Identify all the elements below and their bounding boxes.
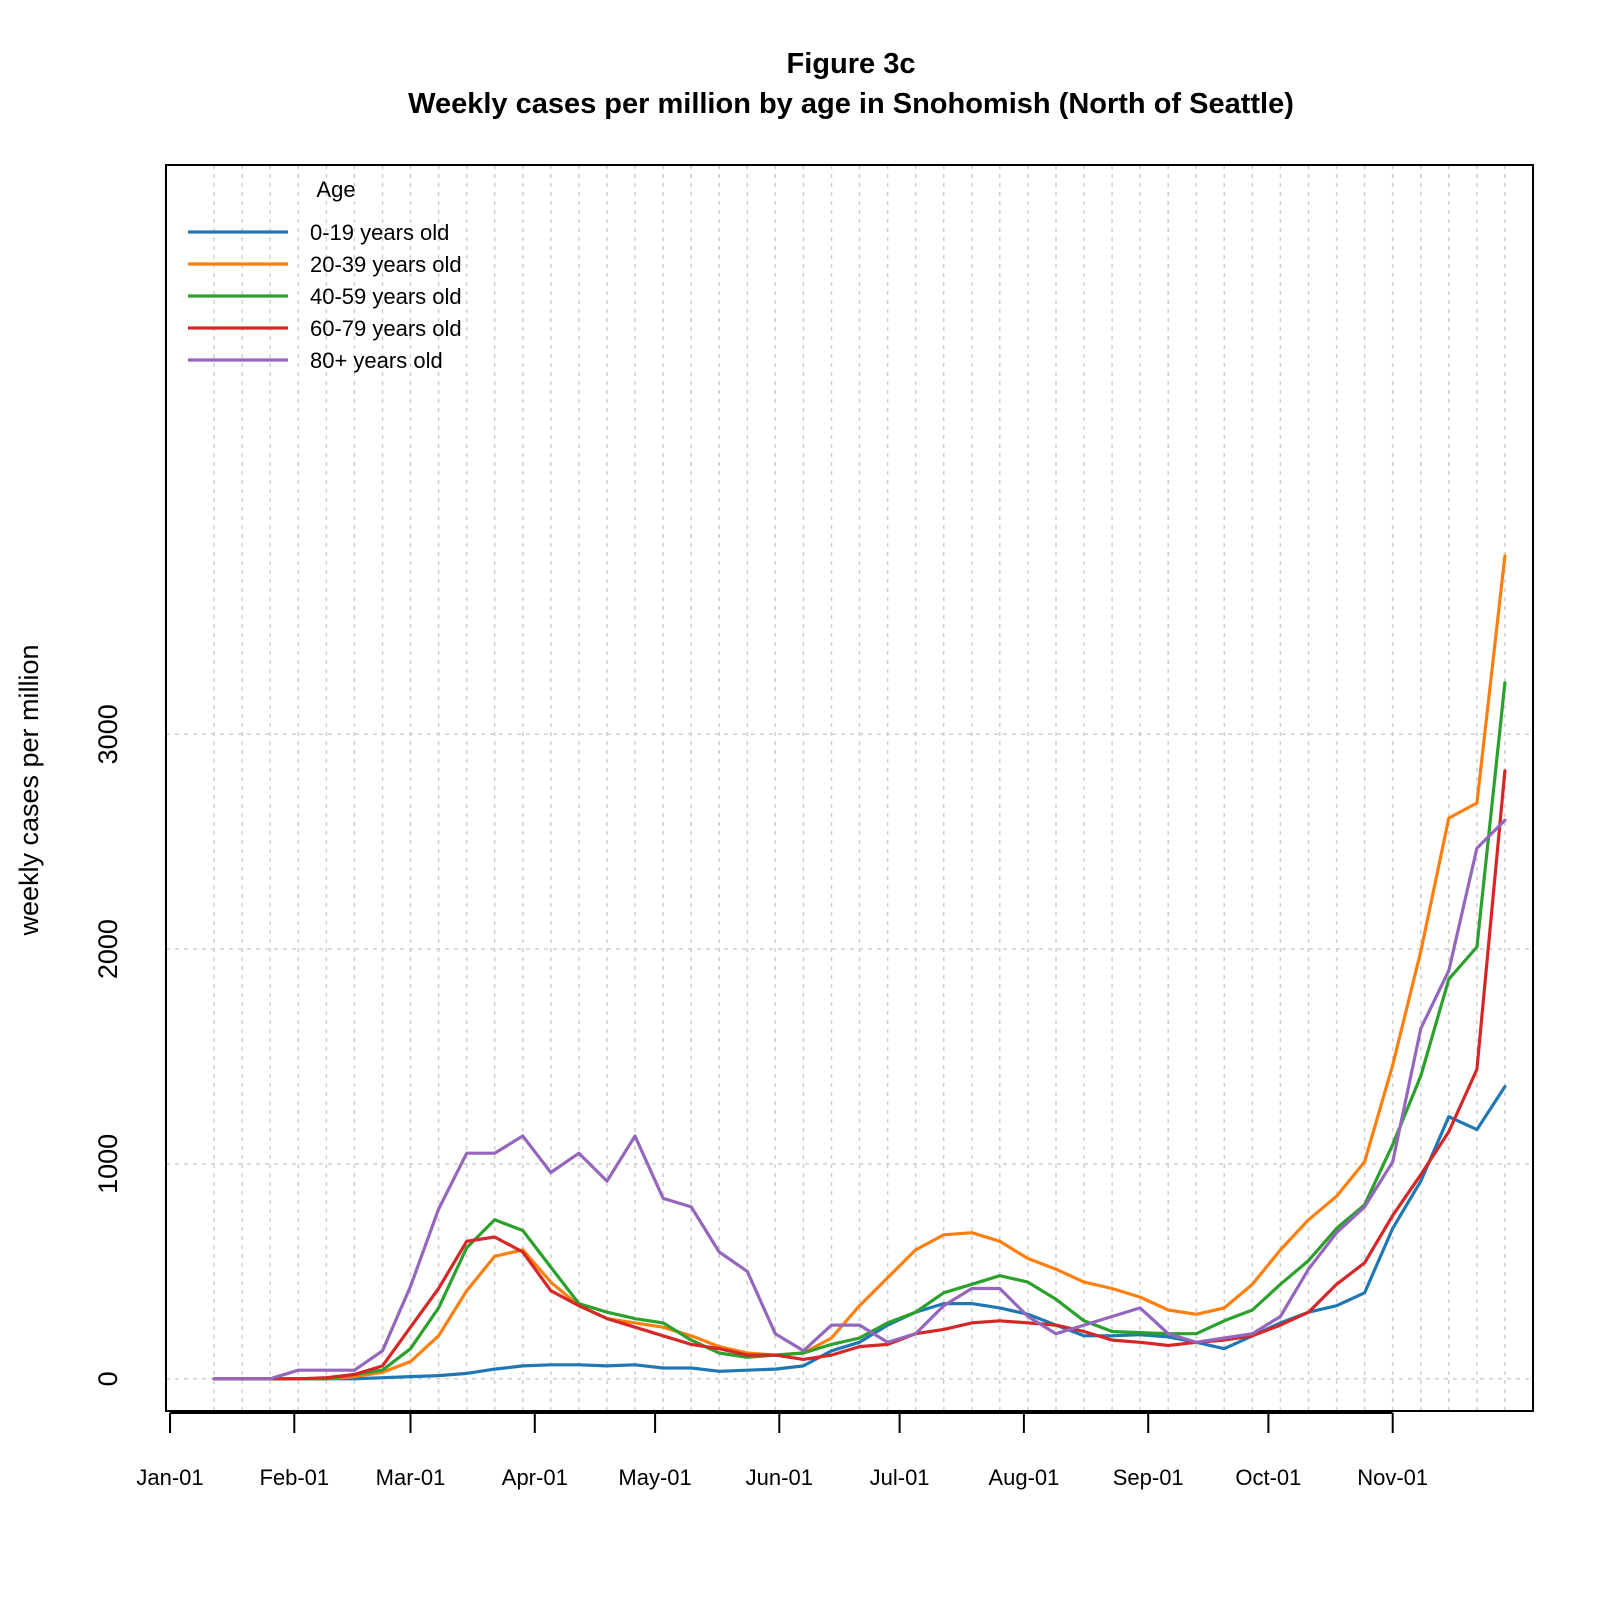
series-group (212, 554, 1507, 1381)
x-tick-label-0: Jan-01 (136, 1465, 203, 1490)
y-axis-label: weekly cases per million (14, 644, 44, 936)
x-tick-label-10: Nov-01 (1357, 1465, 1428, 1490)
series-line-2 (212, 681, 1507, 1381)
y-tick-label-2: 2000 (93, 919, 123, 979)
x-tick-label-1: Feb-01 (259, 1465, 329, 1490)
plot-frame (165, 164, 1534, 1412)
x-tick-label-6: Jul-01 (870, 1465, 930, 1490)
chart-subtitle: Weekly cases per million by age in Snoho… (408, 88, 1294, 120)
y-tick-label-0: 0 (93, 1371, 123, 1386)
x-tick-label-2: Mar-01 (376, 1465, 446, 1490)
legend-label-4: 80+ years old (310, 348, 443, 373)
x-tick-label-5: Jun-01 (746, 1465, 813, 1490)
x-tick-label-9: Oct-01 (1235, 1465, 1301, 1490)
legend: Age 0-19 years old 20-39 years old 40-59 y… (188, 177, 462, 373)
legend-title: Age (316, 177, 355, 202)
grid (166, 165, 1533, 1411)
series-line-1 (212, 554, 1507, 1381)
x-tick-label-4: May-01 (618, 1465, 691, 1490)
x-axis: Jan-01 Feb-01 Mar-01 Apr-01 May-01 Jun-01 Jul-… (136, 1412, 1428, 1490)
chart-title: Figure 3c (787, 48, 916, 80)
legend-label-1: 20-39 years old (310, 252, 462, 277)
legend-label-2: 40-59 years old (310, 284, 462, 309)
series-line-4 (212, 818, 1507, 1381)
x-tick-label-3: Apr-01 (502, 1465, 568, 1490)
y-tick-label-1: 1000 (93, 1134, 123, 1194)
x-tick-label-7: Aug-01 (988, 1465, 1059, 1490)
x-tick-label-8: Sep-01 (1113, 1465, 1184, 1490)
legend-label-0: 0-19 years old (310, 220, 449, 245)
y-axis: 0 1000 2000 3000 (93, 704, 123, 1386)
y-tick-label-3: 3000 (93, 704, 123, 764)
legend-label-3: 60-79 years old (310, 316, 462, 341)
series-line-3 (212, 769, 1507, 1381)
